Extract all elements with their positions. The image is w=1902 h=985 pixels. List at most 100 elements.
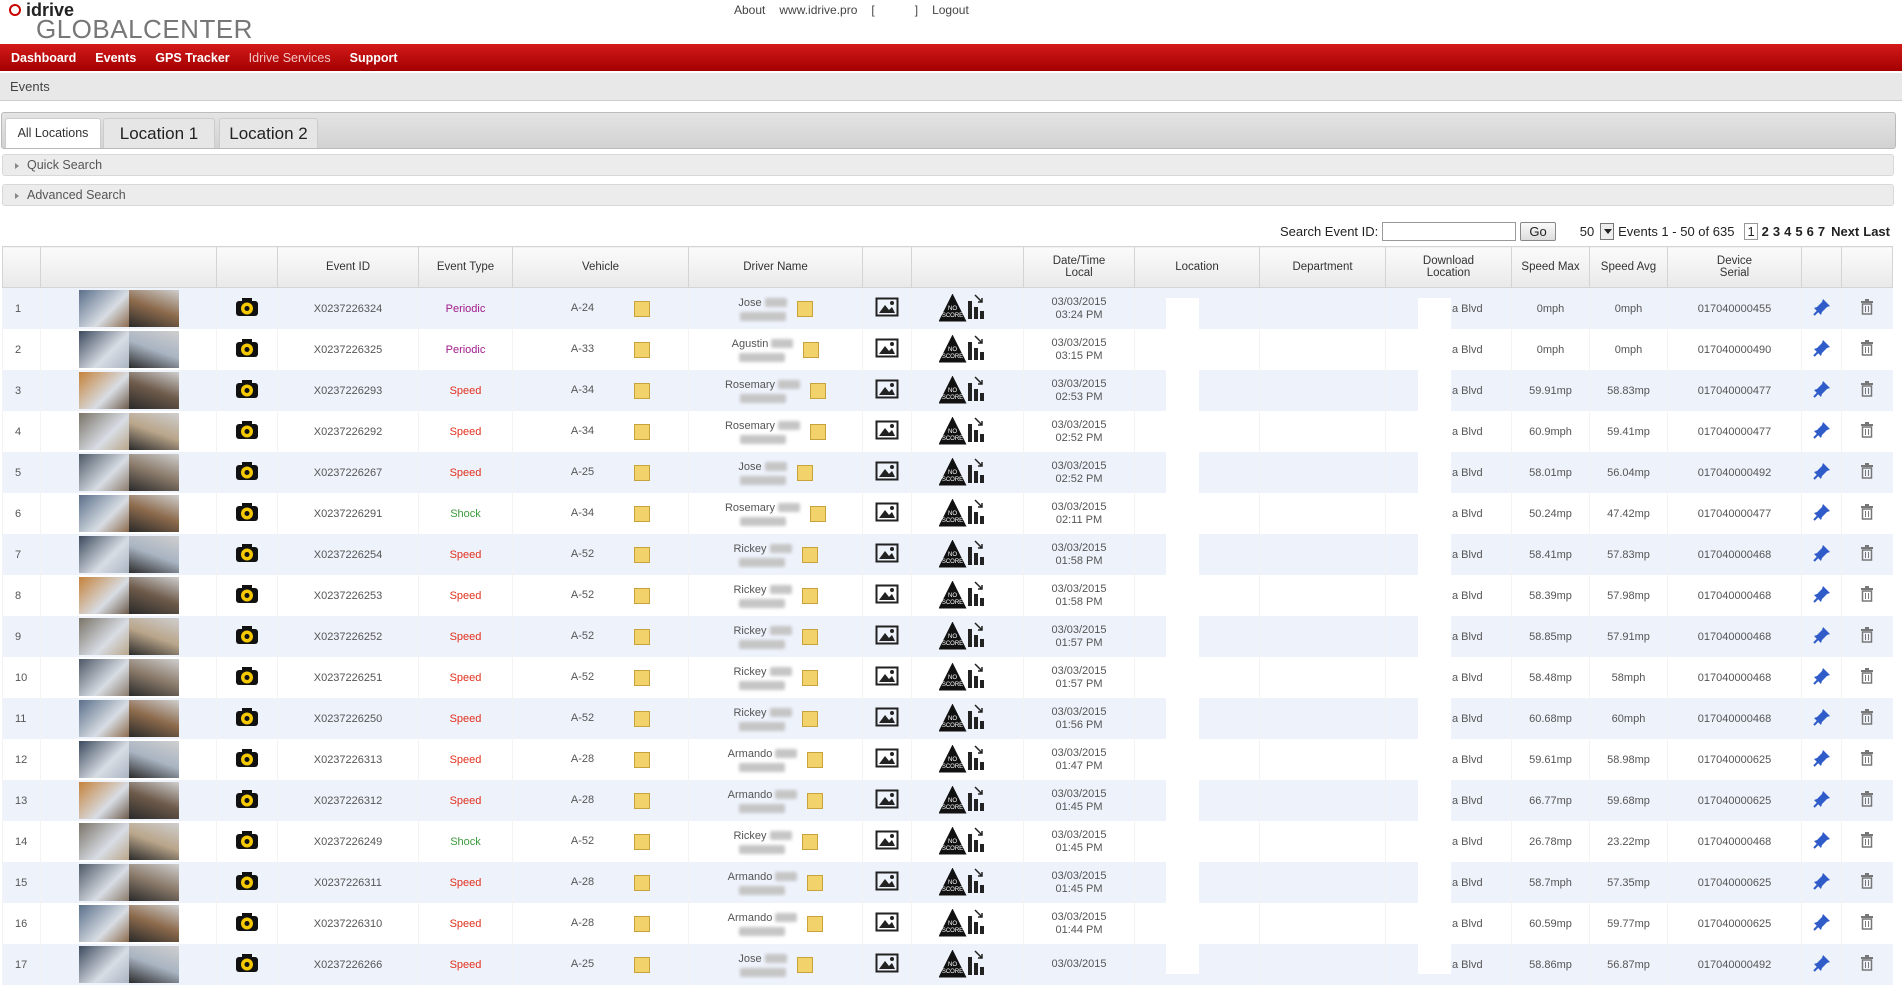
image-icon[interactable] [875, 636, 899, 648]
tab[interactable]: Location 1 [103, 118, 215, 148]
tab[interactable]: Location 2 [219, 118, 318, 148]
video-thumbnail[interactable] [79, 454, 179, 491]
driver-note-icon[interactable] [802, 588, 818, 604]
image-icon[interactable] [875, 882, 899, 894]
delete-icon[interactable] [1860, 757, 1874, 769]
column-header[interactable]: Location [1135, 247, 1260, 288]
driver-note-icon[interactable] [802, 629, 818, 645]
vehicle-note-icon[interactable] [634, 383, 650, 399]
video-thumbnail[interactable] [79, 782, 179, 819]
driver-note-icon[interactable] [797, 465, 813, 481]
image-icon[interactable] [875, 390, 899, 402]
video-thumbnail[interactable] [79, 823, 179, 860]
top-link[interactable]: www.idrive.pro [779, 3, 857, 17]
vehicle-note-icon[interactable] [634, 834, 650, 850]
column-header[interactable]: Department [1260, 247, 1386, 288]
driver-note-icon[interactable] [807, 752, 823, 768]
page-link[interactable]: 5 [1795, 224, 1802, 239]
column-header[interactable]: Date/Time Local [1024, 247, 1135, 288]
image-icon[interactable] [875, 472, 899, 484]
delete-icon[interactable] [1860, 921, 1874, 933]
nav-item[interactable]: Events [95, 51, 136, 65]
vehicle-note-icon[interactable] [634, 670, 650, 686]
image-icon[interactable] [875, 718, 899, 730]
driver-note-icon[interactable] [797, 957, 813, 973]
video-thumbnail[interactable] [79, 864, 179, 901]
camera-icon[interactable] [235, 964, 259, 976]
column-header[interactable]: Device Serial [1668, 247, 1802, 288]
column-header[interactable]: Vehicle [513, 247, 689, 288]
delete-icon[interactable] [1860, 716, 1874, 728]
camera-icon[interactable] [235, 308, 259, 320]
delete-icon[interactable] [1860, 347, 1874, 359]
accordion-header[interactable]: Advanced Search [2, 184, 1894, 206]
edit-icon[interactable] [1813, 635, 1831, 647]
vehicle-note-icon[interactable] [634, 793, 650, 809]
delete-icon[interactable] [1860, 511, 1874, 523]
vehicle-note-icon[interactable] [634, 629, 650, 645]
image-icon[interactable] [875, 677, 899, 689]
top-link[interactable]: Logout [932, 3, 969, 17]
edit-icon[interactable] [1813, 758, 1831, 770]
column-header[interactable]: Driver Name [689, 247, 863, 288]
camera-icon[interactable] [235, 718, 259, 730]
driver-note-icon[interactable] [810, 424, 826, 440]
video-thumbnail[interactable] [79, 741, 179, 778]
vehicle-note-icon[interactable] [634, 875, 650, 891]
accordion-header[interactable]: Quick Search [2, 154, 1894, 176]
column-header[interactable]: Speed Avg [1590, 247, 1668, 288]
video-thumbnail[interactable] [79, 618, 179, 655]
driver-note-icon[interactable] [810, 383, 826, 399]
edit-icon[interactable] [1813, 307, 1831, 319]
page-link[interactable]: 7 [1818, 224, 1825, 239]
go-button[interactable]: Go [1520, 222, 1555, 241]
page-link[interactable]: 4 [1784, 224, 1791, 239]
image-icon[interactable] [875, 513, 899, 525]
delete-icon[interactable] [1860, 880, 1874, 892]
delete-icon[interactable] [1860, 593, 1874, 605]
page-size[interactable]: 50 [1580, 224, 1594, 239]
delete-icon[interactable] [1860, 429, 1874, 441]
video-thumbnail[interactable] [79, 577, 179, 614]
vehicle-note-icon[interactable] [634, 752, 650, 768]
driver-note-icon[interactable] [802, 670, 818, 686]
vehicle-note-icon[interactable] [634, 506, 650, 522]
driver-note-icon[interactable] [802, 547, 818, 563]
delete-icon[interactable] [1860, 634, 1874, 646]
vehicle-note-icon[interactable] [634, 547, 650, 563]
vehicle-note-icon[interactable] [634, 916, 650, 932]
video-thumbnail[interactable] [79, 659, 179, 696]
page-link[interactable]: 1 [1744, 223, 1757, 240]
image-icon[interactable] [875, 800, 899, 812]
video-thumbnail[interactable] [79, 536, 179, 573]
edit-icon[interactable] [1813, 553, 1831, 565]
column-header[interactable]: Speed Max [1512, 247, 1590, 288]
column-header[interactable]: Event Type [419, 247, 513, 288]
video-thumbnail[interactable] [79, 905, 179, 942]
video-thumbnail[interactable] [79, 372, 179, 409]
camera-icon[interactable] [235, 841, 259, 853]
edit-icon[interactable] [1813, 717, 1831, 729]
image-icon[interactable] [875, 308, 899, 320]
edit-icon[interactable] [1813, 389, 1831, 401]
delete-icon[interactable] [1860, 962, 1874, 974]
camera-icon[interactable] [235, 513, 259, 525]
camera-icon[interactable] [235, 677, 259, 689]
image-icon[interactable] [875, 841, 899, 853]
edit-icon[interactable] [1813, 512, 1831, 524]
edit-icon[interactable] [1813, 430, 1831, 442]
vehicle-note-icon[interactable] [634, 301, 650, 317]
nav-item[interactable]: Support [350, 51, 398, 65]
nav-item[interactable]: Idrive Services [249, 51, 331, 65]
top-link[interactable]: About [734, 3, 765, 17]
video-thumbnail[interactable] [79, 290, 179, 327]
camera-icon[interactable] [235, 595, 259, 607]
vehicle-note-icon[interactable] [634, 711, 650, 727]
